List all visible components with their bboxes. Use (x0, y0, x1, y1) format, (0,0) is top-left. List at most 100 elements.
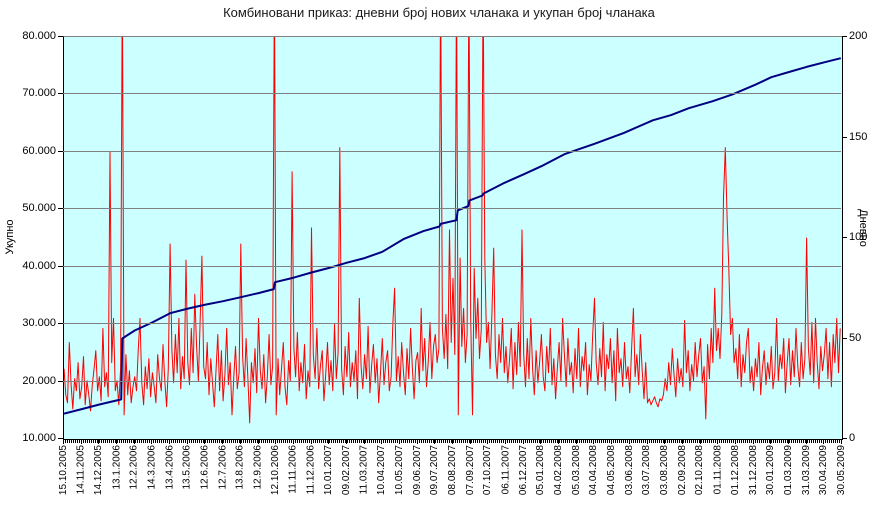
x-axis-label: 11.03.2007 (358, 445, 370, 495)
x-axis-major-tick (310, 439, 312, 444)
x-axis-major-tick (239, 439, 241, 444)
x-axis-major-tick (787, 439, 789, 444)
x-axis-label: 11.11.2006 (287, 445, 299, 494)
x-axis-major-tick (628, 439, 630, 444)
x-axis-label: 31.03.2009 (800, 445, 812, 496)
x-axis-major-tick (169, 439, 171, 444)
x-axis-label: 12.9.2006 (252, 445, 264, 490)
x-axis-major-tick (116, 439, 118, 444)
x-axis-major-tick (381, 439, 383, 444)
x-axis-label: 15.10.2005 (58, 445, 69, 496)
x-axis-major-tick (540, 439, 542, 444)
x-axis-label: 09.02.2007 (340, 445, 352, 496)
x-axis-label: 04.05.2008 (606, 445, 618, 496)
y-axis-left-label: 50.000 (22, 202, 56, 215)
gridline (63, 93, 841, 95)
x-axis-major-tick (80, 439, 82, 444)
x-axis-label: 06.11.2007 (500, 445, 512, 495)
x-axis-major-tick (98, 439, 100, 444)
x-axis-label: 01.03.2009 (782, 445, 794, 496)
x-axis-major-tick (752, 439, 754, 444)
x-axis-label: 04.04.2008 (588, 445, 600, 496)
x-axis-major-tick (681, 439, 683, 444)
x-axis-major-tick (186, 439, 188, 444)
y-axis-left-label: 70.000 (22, 87, 56, 100)
x-axis-label: 14.11.2005 (75, 445, 87, 495)
left-axis-title: Укупно (4, 219, 16, 255)
x-axis-major-tick (292, 439, 294, 444)
y-axis-left-tick (58, 93, 63, 95)
x-axis-major-tick (345, 439, 347, 444)
y-axis-right-label: 50 (849, 331, 862, 344)
x-axis-label: 02.10.2008 (694, 445, 706, 496)
x-axis-label: 12.7.2006 (217, 445, 229, 490)
x-axis-label: 13.8.2006 (234, 445, 246, 490)
x-axis-label: 30.04.2009 (818, 445, 830, 496)
y-axis-right-tick (842, 438, 847, 439)
x-axis-label: 09.06.2007 (411, 445, 423, 496)
gridline (63, 323, 841, 325)
x-axis-label: 05.03.2008 (570, 445, 582, 496)
x-axis-major-tick (593, 439, 595, 444)
x-axis-major-tick (487, 439, 489, 444)
x-axis-label: 11.12.2006 (305, 445, 317, 495)
y-axis-right-tick (842, 237, 847, 238)
plot-area (63, 36, 843, 440)
y-axis-left-tick (58, 438, 63, 439)
x-axis-label: 12.6.2006 (199, 445, 211, 490)
x-axis-major-tick (151, 439, 153, 444)
x-axis-label: 01.12.2008 (729, 445, 741, 496)
y-axis-right-tick (842, 36, 847, 37)
x-axis-major-tick (257, 439, 259, 444)
x-axis-label: 13.4.2006 (164, 445, 176, 490)
x-axis-major-tick (222, 439, 224, 444)
y-axis-left-label: 10.000 (22, 432, 56, 444)
x-axis-label: 01.11.2008 (712, 445, 724, 495)
y-axis-right-label: 0 (849, 432, 856, 444)
x-axis-label: 10.04.2007 (376, 445, 388, 496)
x-axis-major-tick (841, 439, 842, 444)
x-axis-label: 13.1.2006 (111, 445, 123, 490)
x-axis-major-tick (823, 439, 825, 444)
x-axis-label: 30.01.2009 (765, 445, 777, 496)
x-axis-major-tick (204, 439, 206, 444)
x-axis-major-tick (434, 439, 436, 444)
daily-new-articles-line (64, 37, 841, 424)
x-axis-label: 14.3.2006 (146, 445, 158, 490)
y-axis-left-tick (58, 36, 63, 37)
x-axis-major-tick (646, 439, 648, 444)
gridline (63, 208, 841, 210)
x-axis-label: 10.01.2007 (323, 445, 335, 496)
x-axis-major-tick (699, 439, 701, 444)
y-axis-left-tick (58, 380, 63, 382)
y-axis-right-label: 200 (849, 30, 868, 42)
x-axis-label: 07.10.2007 (482, 445, 494, 496)
gridline (63, 150, 841, 152)
x-axis-major-tick (734, 439, 736, 444)
x-axis-major-tick (452, 439, 453, 444)
x-axis-label: 05.01.2008 (535, 445, 547, 496)
y-axis-left-label: 60.000 (22, 144, 56, 157)
x-axis-major-tick (805, 439, 807, 444)
x-axis-label: 10.05.2007 (393, 445, 405, 496)
x-axis-major-tick (63, 439, 64, 444)
x-axis-major-tick (522, 439, 524, 444)
x-axis-major-tick (558, 439, 560, 444)
y-axis-right-tick (842, 337, 847, 339)
series-lines (64, 37, 842, 424)
x-axis-major-tick (328, 439, 330, 444)
x-axis-major-tick (611, 439, 613, 444)
y-axis-left-tick (58, 150, 63, 152)
x-axis-major-tick (664, 439, 666, 444)
x-axis-major-tick (133, 439, 135, 444)
y-axis-left-tick (58, 208, 63, 210)
x-axis-label: 02.09.2008 (676, 445, 688, 496)
y-axis-right-label: 150 (849, 130, 868, 143)
y-axis-right-tick (842, 136, 847, 138)
x-axis-label: 30.05.2009 (836, 445, 847, 496)
y-axis-left-label: 20.000 (22, 374, 56, 387)
x-axis-major-tick (505, 439, 507, 444)
x-axis-label: 12.10.2006 (270, 445, 282, 496)
y-axis-left-label: 30.000 (22, 317, 56, 330)
x-axis-major-tick (275, 439, 277, 444)
